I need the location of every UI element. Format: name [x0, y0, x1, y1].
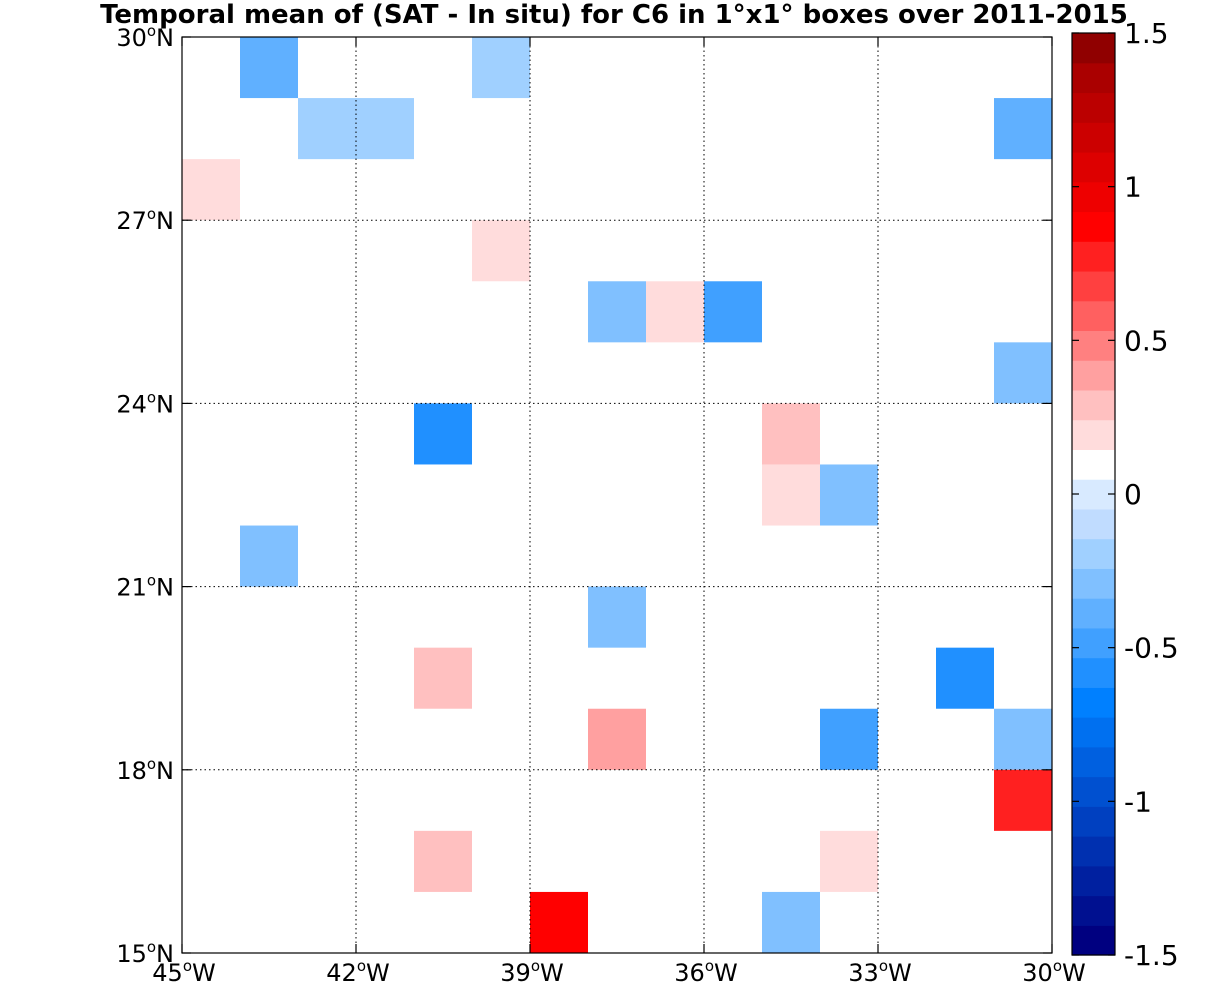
heatmap-cell — [530, 891, 588, 953]
colorbar-bin — [1072, 746, 1115, 778]
heatmap-cell — [646, 281, 704, 343]
x-tick-label: 33oW — [848, 957, 911, 984]
colorbar-tick-label: 1.5 — [1124, 17, 1169, 50]
y-tick-label: 18oN — [116, 755, 174, 785]
colorbar-bin — [1072, 62, 1115, 94]
heatmap-cell — [588, 281, 646, 343]
heatmap-cell — [472, 37, 530, 99]
y-tick-label: 21oN — [116, 572, 174, 602]
colorbar-bin — [1072, 300, 1115, 332]
heatmap-cell — [240, 525, 298, 587]
colorbar: 1.5 1 0.5 0 -0.5 -1 -1.5 — [1071, 17, 1179, 972]
heatmap-cell — [588, 586, 646, 648]
heatmap-cell — [820, 464, 878, 526]
heatmap-cell — [414, 647, 472, 709]
heatmap-cell — [588, 708, 646, 770]
heatmap-cell — [356, 98, 414, 160]
colorbar-bin — [1072, 776, 1115, 807]
colorbar-tick-label: -0.5 — [1124, 632, 1179, 665]
colorbar-bin — [1072, 925, 1115, 956]
heatmap-cell — [414, 830, 472, 892]
heatmap-cell — [762, 464, 820, 526]
heatmap-cell — [762, 403, 820, 465]
colorbar-bin — [1072, 122, 1115, 153]
heatmap-cell — [472, 220, 530, 282]
colorbar-bin — [1072, 419, 1115, 450]
colorbar-bin — [1072, 657, 1115, 688]
y-tick-label: 27oN — [116, 205, 174, 235]
heatmap-cell — [182, 159, 240, 221]
colorbar-bin — [1072, 389, 1115, 421]
plot-cells — [182, 37, 1052, 953]
colorbar-bin — [1072, 92, 1115, 123]
y-tick-labels: 15oN 18oN 21oN 24oN 27oN 30oN — [116, 22, 174, 968]
x-tick-label: 39oW — [500, 957, 563, 984]
heatmap-cell — [820, 708, 878, 770]
heatmap-cell — [994, 708, 1052, 770]
colorbar-tick-label: -1.5 — [1124, 939, 1179, 972]
colorbar-bin — [1072, 33, 1115, 64]
colorbar-tick-label: 0.5 — [1124, 324, 1169, 357]
colorbar-bin — [1072, 181, 1115, 213]
plot-grid — [182, 37, 1052, 953]
heatmap-cell — [762, 891, 820, 953]
y-tick-label: 24oN — [116, 388, 174, 418]
colorbar-bin — [1072, 568, 1115, 599]
plot-axes — [181, 36, 1053, 954]
heatmap-cell — [704, 281, 762, 343]
heatmap-cell — [994, 98, 1052, 160]
colorbar-bin — [1072, 836, 1115, 867]
x-tick-label: 36oW — [674, 957, 737, 984]
heatmap-cell — [994, 769, 1052, 831]
heatmap-cell — [298, 98, 356, 160]
colorbar-bin — [1072, 330, 1115, 361]
colorbar-bin — [1072, 241, 1115, 272]
y-tick-label: 15oN — [116, 938, 174, 968]
plot-frame — [181, 36, 1053, 954]
chart-title: Temporal mean of (SAT - In situ) for C6 … — [100, 0, 1128, 30]
heatmap-cell — [240, 37, 298, 99]
heatmap-cell — [994, 342, 1052, 404]
colorbar-bin — [1072, 598, 1115, 629]
y-tick-label: 30oN — [116, 22, 174, 52]
colorbar-bin — [1072, 538, 1115, 569]
colorbar-bin — [1072, 865, 1115, 897]
x-tick-labels: 45oW 42oW 39oW 36oW 33oW 30oW — [152, 957, 1085, 984]
colorbar-tick-label: 0 — [1124, 478, 1142, 511]
colorbar-bin — [1072, 895, 1115, 926]
colorbar-bin — [1072, 717, 1115, 748]
x-tick-label: 42oW — [326, 957, 389, 984]
heatmap-cell — [936, 647, 994, 709]
colorbar-tick-label: -1 — [1124, 785, 1152, 818]
colorbar-bin — [1072, 508, 1115, 540]
colorbar-bin — [1072, 360, 1115, 391]
heatmap-cell — [414, 403, 472, 465]
x-tick-label: 45oW — [152, 957, 215, 984]
colorbar-bin — [1072, 211, 1115, 242]
colorbar-bin — [1072, 449, 1115, 480]
x-tick-label: 30oW — [1022, 957, 1085, 984]
colorbar-bin — [1072, 627, 1115, 659]
colorbar-bin — [1072, 687, 1115, 718]
colorbar-bin — [1072, 270, 1115, 302]
colorbar-bin — [1072, 806, 1115, 837]
colorbar-bin — [1072, 151, 1115, 183]
colorbar-bin — [1072, 479, 1115, 510]
heatmap-cell — [820, 830, 878, 892]
colorbar-tick-label: 1 — [1124, 171, 1142, 204]
